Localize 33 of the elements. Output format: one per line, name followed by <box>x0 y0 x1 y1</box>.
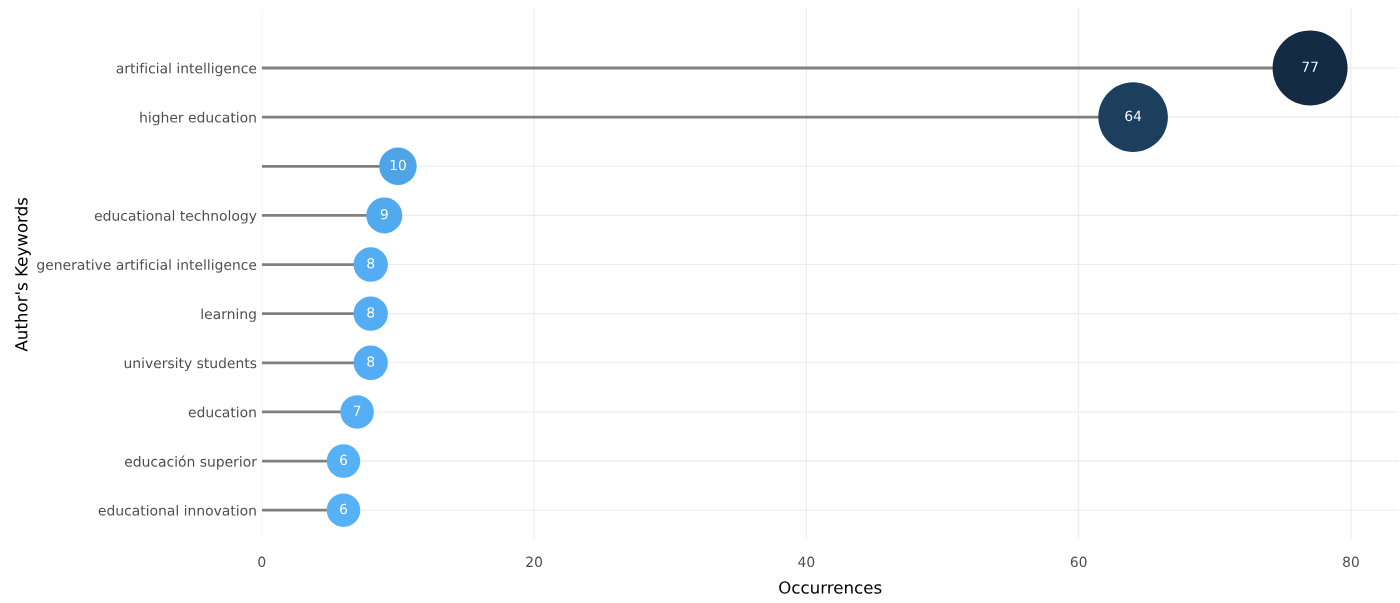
data-label: 8 <box>367 258 375 269</box>
point <box>326 444 361 478</box>
x-tick-label: 40 <box>798 556 815 568</box>
y-tick-label: generative artificial intelligence <box>37 259 257 273</box>
y-tick-label: educational innovation <box>98 504 256 516</box>
point <box>353 345 388 380</box>
point <box>340 395 374 429</box>
data-label: 8 <box>367 356 375 367</box>
y-tick-label: educación superior <box>125 455 257 470</box>
point <box>353 296 388 331</box>
data-label: 6 <box>340 454 348 466</box>
y-axis-title: Author's Keywords <box>14 197 31 352</box>
y-tick-label: educational technology <box>94 210 257 224</box>
y-tick-label: higher education <box>140 111 256 126</box>
data-label: 77 <box>1302 61 1318 72</box>
point <box>326 493 361 527</box>
y-tick-label: university students <box>124 357 257 371</box>
data-label: 10 <box>390 159 406 171</box>
x-axis-title: Occurrences <box>779 581 882 594</box>
point <box>366 197 403 234</box>
data-label: 7 <box>353 405 361 416</box>
data-label: 9 <box>380 208 388 220</box>
y-tick-label: artificial intelligence <box>116 62 257 77</box>
data-label: 8 <box>367 307 375 318</box>
x-tick-label: 20 <box>526 556 542 568</box>
point <box>353 247 388 282</box>
data-label: 64 <box>1125 110 1142 122</box>
x-tick-label: 60 <box>1070 556 1087 568</box>
y-tick-label: learning <box>201 308 256 322</box>
x-tick-label: 80 <box>1343 556 1359 568</box>
y-tick-label: education <box>188 406 256 418</box>
data-label: 6 <box>340 503 348 515</box>
x-tick-label: 0 <box>258 556 266 568</box>
